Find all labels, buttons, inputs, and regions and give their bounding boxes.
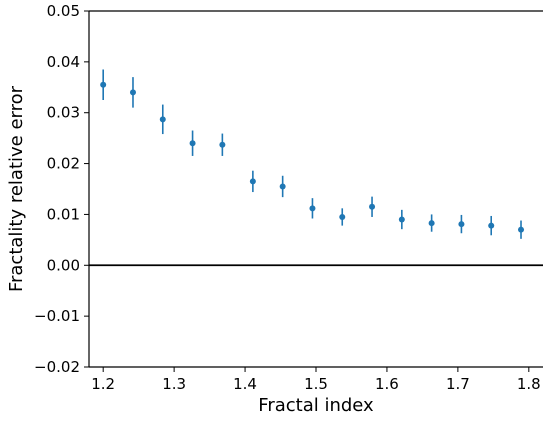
data-point	[159, 116, 166, 123]
x-tick-label: 1.5	[304, 375, 328, 393]
data-point	[369, 203, 376, 210]
data-point	[428, 220, 435, 227]
data-point	[100, 81, 107, 88]
data-point	[458, 221, 465, 228]
y-tick-label: −0.02	[34, 358, 80, 376]
data-point	[219, 141, 226, 148]
data-point	[518, 226, 525, 233]
y-axis-ticks: −0.02 −0.01 0.00 0.01 0.02 0.03 0.04 0.05	[34, 2, 89, 376]
y-tick-label: 0.03	[47, 104, 80, 122]
x-tick-label: 1.8	[517, 375, 541, 393]
data-point	[279, 183, 286, 190]
markers-layer	[100, 69, 525, 239]
x-tick-label: 1.7	[446, 375, 470, 393]
data-point	[309, 205, 316, 212]
data-point	[488, 222, 495, 229]
x-tick-label: 1.4	[233, 375, 257, 393]
y-axis-label: Fractality relative error	[6, 85, 27, 292]
x-tick-label: 1.2	[91, 375, 115, 393]
x-tick-label: 1.6	[375, 375, 399, 393]
y-tick-label: 0.00	[47, 256, 80, 274]
data-point	[339, 213, 346, 220]
y-tick-label: 0.04	[47, 53, 80, 71]
x-axis-ticks: 1.2 1.3 1.4 1.5 1.6 1.7 1.8	[91, 367, 541, 393]
data-point	[189, 140, 196, 147]
data-point	[249, 178, 256, 185]
y-tick-label: −0.01	[34, 307, 80, 325]
y-tick-label: 0.05	[47, 2, 80, 20]
plot-background	[89, 11, 543, 367]
x-axis-label: Fractal index	[258, 395, 374, 416]
data-point	[398, 216, 405, 223]
x-tick-label: 1.3	[162, 375, 186, 393]
y-tick-label: 0.02	[47, 155, 80, 173]
data-point	[129, 89, 136, 96]
y-tick-label: 0.01	[47, 205, 80, 223]
